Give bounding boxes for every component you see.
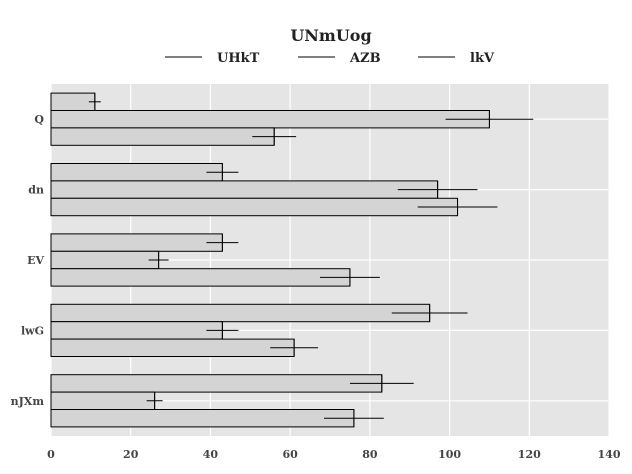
bar	[50, 374, 383, 393]
y-tick-label: lwG	[21, 324, 44, 337]
bar	[50, 303, 431, 323]
bar	[50, 163, 223, 182]
x-tick-label: 40	[203, 448, 219, 461]
bar	[50, 180, 439, 199]
x-tick-label: 80	[362, 448, 378, 461]
x-tick-label: 120	[518, 448, 541, 461]
x-tick-label: 0	[47, 448, 55, 461]
bar	[50, 250, 160, 270]
bar	[50, 197, 459, 217]
bar	[50, 338, 295, 358]
x-axis: 0 20 40 60 80 100 120 140	[47, 448, 621, 461]
x-tick-label: 60	[282, 448, 298, 461]
x-tick-label: 20	[123, 448, 139, 461]
bar	[50, 110, 490, 129]
bar	[50, 391, 156, 411]
y-tick-label: EV	[27, 254, 44, 267]
y-tick-label: Q	[34, 113, 44, 126]
y-tick-label: nJXm	[11, 395, 45, 408]
bar	[50, 233, 223, 252]
bars	[50, 92, 534, 428]
bar	[50, 321, 223, 340]
legend-label: lkV	[470, 51, 495, 66]
x-tick-label: 100	[438, 448, 461, 461]
y-axis: Qdn EV lwG nJXm	[11, 113, 45, 408]
bar	[50, 268, 351, 287]
bar	[50, 92, 96, 111]
x-tick-label: 140	[598, 448, 621, 461]
legend-label: AZB	[349, 51, 381, 66]
y-tick-label: dn	[28, 184, 44, 197]
chart-title: UNmUog	[290, 26, 371, 45]
legend: UHkT AZB lkV	[165, 51, 495, 66]
bar	[50, 409, 355, 428]
legend-label: UHkT	[217, 51, 260, 66]
bar	[50, 127, 275, 146]
